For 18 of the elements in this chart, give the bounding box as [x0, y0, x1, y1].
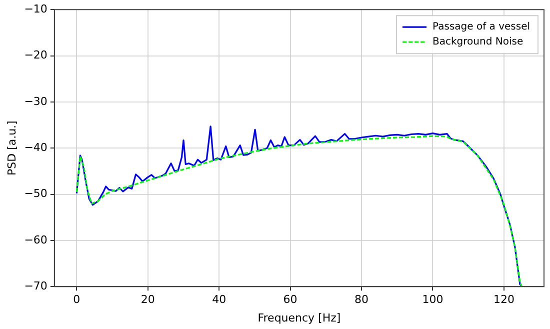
x-tick-label: 60 — [283, 293, 298, 306]
y-axis-title: PSD [a.u.] — [5, 120, 18, 176]
y-tick-label: −50 — [24, 187, 48, 200]
x-tick-label: 80 — [354, 293, 369, 306]
x-tick-label: 100 — [422, 293, 444, 306]
x-tick-label: 120 — [493, 293, 514, 306]
x-axis-title: Frequency [Hz] — [258, 311, 341, 324]
y-tick-label: −40 — [24, 140, 48, 154]
x-tick-label: 20 — [140, 293, 155, 306]
x-tick-label: 0 — [73, 293, 80, 306]
y-tick-label: −70 — [24, 279, 48, 292]
y-tick-label: −30 — [24, 94, 48, 108]
y-tick-label: −20 — [24, 48, 48, 62]
legend-label: Background Noise — [432, 36, 524, 48]
y-tick-label: −60 — [24, 233, 48, 246]
y-tick-label: −10 — [24, 2, 48, 16]
x-tick-label: 40 — [212, 293, 226, 306]
legend-label: Passage of a vessel — [432, 22, 530, 33]
